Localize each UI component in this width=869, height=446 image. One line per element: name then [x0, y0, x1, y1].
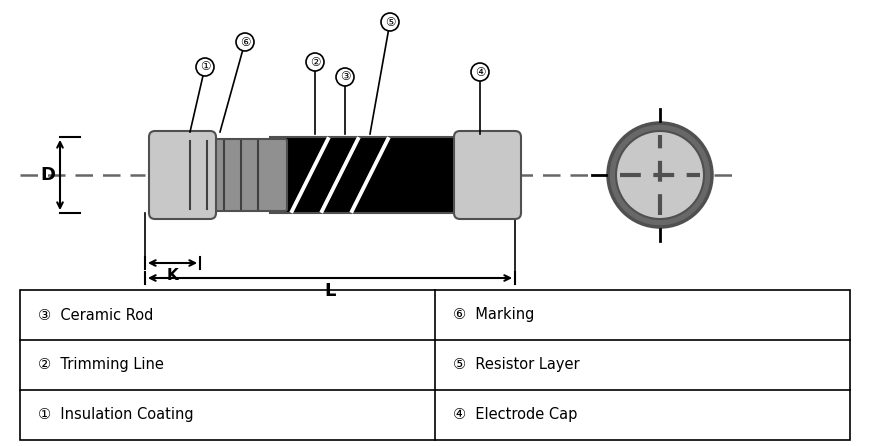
Text: ⑥  Marking: ⑥ Marking: [453, 307, 534, 322]
Text: L: L: [324, 282, 335, 300]
Text: ①  Insulation Coating: ① Insulation Coating: [38, 408, 194, 422]
Bar: [269, 137, 464, 213]
FancyBboxPatch shape: [454, 131, 521, 219]
Text: ③: ③: [340, 70, 350, 83]
Circle shape: [470, 63, 488, 81]
Text: ②  Trimming Line: ② Trimming Line: [38, 358, 163, 372]
Text: ④  Electrode Cap: ④ Electrode Cap: [453, 408, 577, 422]
Text: ③  Ceramic Rod: ③ Ceramic Rod: [38, 307, 153, 322]
Text: ⑤: ⑤: [384, 16, 395, 29]
Polygon shape: [160, 141, 185, 209]
Text: D: D: [41, 166, 56, 184]
Circle shape: [306, 53, 323, 71]
Circle shape: [196, 58, 214, 76]
Text: ②: ②: [309, 55, 320, 69]
Bar: [20, 290, 849, 440]
Text: ①: ①: [200, 61, 210, 74]
Circle shape: [381, 13, 399, 31]
Circle shape: [615, 131, 703, 219]
FancyBboxPatch shape: [158, 139, 287, 211]
Circle shape: [607, 123, 711, 227]
Text: ⑤  Resistor Layer: ⑤ Resistor Layer: [453, 358, 579, 372]
Text: ⑥: ⑥: [240, 36, 250, 49]
Circle shape: [235, 33, 254, 51]
Text: K: K: [167, 268, 178, 282]
Text: ④: ④: [474, 66, 485, 78]
Circle shape: [335, 68, 354, 86]
FancyBboxPatch shape: [149, 131, 216, 219]
